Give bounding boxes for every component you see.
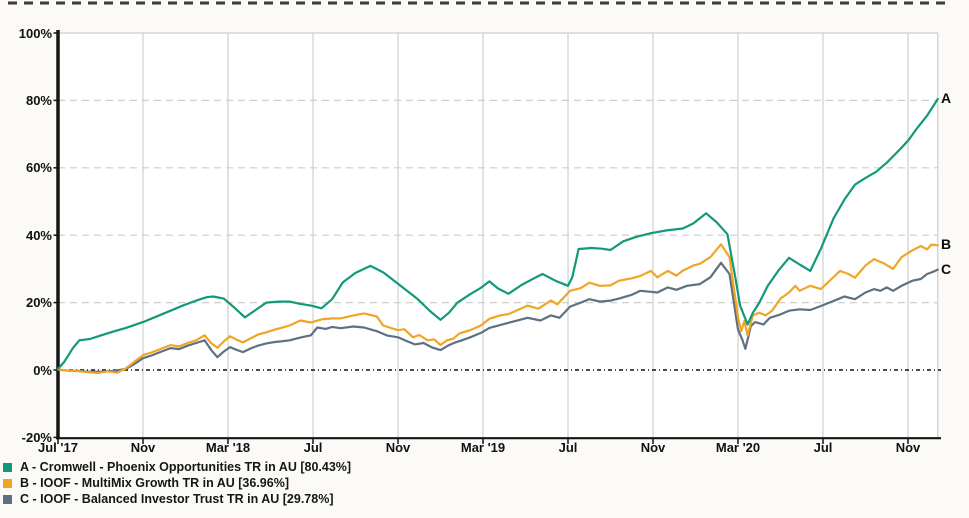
legend-item-b: B - IOOF - MultiMix Growth TR in AU [36.… (3, 475, 351, 491)
y-tick-label: 40% (25, 227, 52, 243)
legend-item-a: A - Cromwell - Phoenix Opportunities TR … (3, 459, 351, 475)
series-line-b (56, 243, 939, 375)
series-end-label-a: A (941, 89, 952, 106)
legend-swatch-a-icon (3, 462, 12, 472)
y-tick-label: 60% (25, 160, 52, 176)
y-tick-label: 100% (18, 25, 52, 41)
legend-swatch-b-icon (3, 478, 12, 488)
x-tick-label: Mar '18 (205, 440, 251, 455)
x-tick-label: Jul (558, 440, 578, 455)
x-tick-label: Nov (640, 440, 666, 455)
x-tick-label: Jul (813, 440, 833, 455)
legend-label-a: A - Cromwell - Phoenix Opportunities TR … (20, 460, 352, 474)
x-tick-label: Mar '20 (715, 440, 761, 455)
y-tick-label: -20% (21, 429, 52, 445)
series-end-label-b: B (941, 236, 952, 253)
x-tick-label: Nov (895, 440, 921, 455)
y-tick-label: 80% (25, 92, 52, 108)
x-tick-label: Mar '19 (460, 440, 506, 455)
series-line-a (56, 97, 939, 371)
x-tick-label: Jul (303, 440, 323, 455)
x-tick-label: Nov (385, 440, 411, 455)
x-tick-label: Jul '17 (38, 440, 78, 455)
series-line-c (56, 261, 939, 373)
legend-label-b: B - IOOF - MultiMix Growth TR in AU [36.… (20, 476, 289, 490)
x-tick-label: Nov (130, 440, 156, 455)
legend-item-c: C - IOOF - Balanced Investor Trust TR in… (3, 491, 351, 507)
chart-legend: A - Cromwell - Phoenix Opportunities TR … (3, 459, 351, 507)
legend-swatch-c-icon (3, 494, 12, 504)
y-tick-label: 0% (33, 362, 52, 378)
y-tick-label: 20% (25, 295, 52, 311)
series-end-label-c: C (941, 260, 952, 277)
legend-label-c: C - IOOF - Balanced Investor Trust TR in… (20, 492, 334, 506)
